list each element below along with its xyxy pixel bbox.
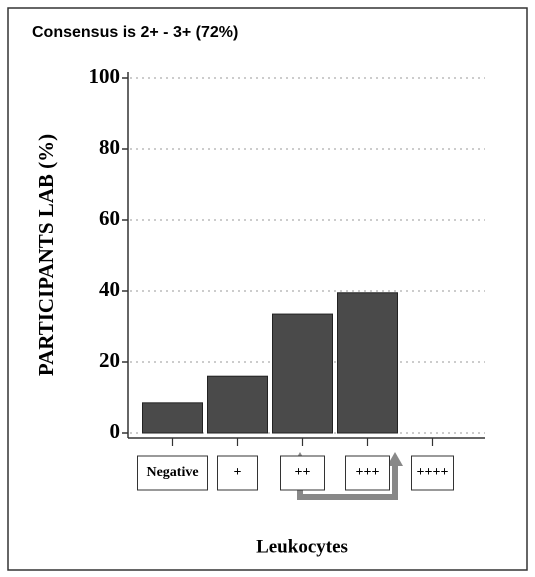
y-tick-label: 60 xyxy=(99,206,120,230)
x-tick-label: ++++ xyxy=(417,465,449,480)
y-tick-label: 40 xyxy=(99,277,120,301)
chart-title: Consensus is 2+ - 3+ (72%) xyxy=(32,24,238,41)
x-tick-label: + xyxy=(234,465,242,480)
category-box xyxy=(345,455,390,491)
category-box xyxy=(217,455,258,491)
y-tick-label: 80 xyxy=(99,135,120,159)
y-tick-label: 0 xyxy=(110,419,121,443)
y-tick-label: 100 xyxy=(89,64,121,88)
x-axis-label: Leukocytes xyxy=(256,536,348,557)
x-tick-label: ++ xyxy=(295,465,311,480)
x-tick-label: Negative xyxy=(146,465,198,480)
bar xyxy=(142,402,203,434)
y-axis-label: PARTICIPANTS LAB (%) xyxy=(34,134,58,376)
category-box xyxy=(411,455,454,491)
bar xyxy=(272,313,333,434)
x-tick-label: +++ xyxy=(356,465,380,480)
bar xyxy=(207,375,268,434)
category-box xyxy=(280,455,325,491)
bar xyxy=(337,292,398,434)
y-tick-label: 20 xyxy=(99,348,120,372)
category-box xyxy=(137,455,208,491)
